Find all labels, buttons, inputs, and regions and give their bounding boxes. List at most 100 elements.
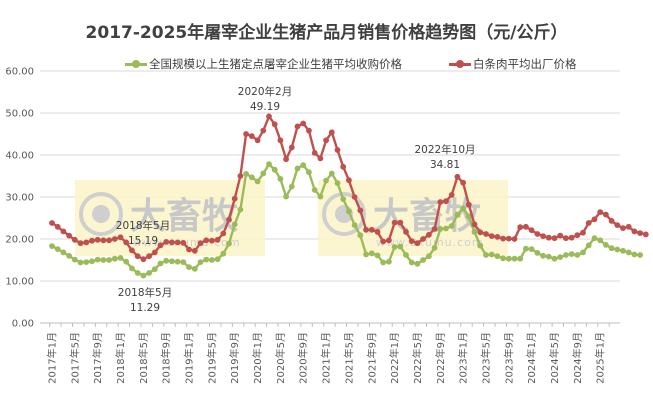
legend-item-carcass-price: 白条肉平均出厂价格 <box>449 56 577 72</box>
data-point <box>494 234 501 240</box>
x-tick-label: 2023年9月 <box>502 332 515 384</box>
data-point <box>214 236 221 243</box>
data-point <box>94 256 101 263</box>
data-point <box>169 239 175 246</box>
data-point <box>431 244 438 251</box>
annotations: 2018年5月 15.19 2018年5月 11.29 2020年2月 49.19 2022… <box>116 85 476 314</box>
data-point <box>220 250 227 257</box>
data-point <box>471 229 478 235</box>
data-point <box>540 252 546 259</box>
x-tick-label: 2017年9月 <box>91 332 104 384</box>
x-tick-label: 2022年9月 <box>434 332 447 384</box>
data-point <box>637 230 643 237</box>
data-point <box>511 255 518 262</box>
data-point <box>346 208 352 215</box>
data-point <box>288 144 295 151</box>
annotation-value: 11.29 <box>130 302 160 314</box>
x-tick-label: 2024年5月 <box>548 332 561 384</box>
data-point <box>134 253 141 260</box>
data-point <box>620 225 626 232</box>
data-point <box>477 242 484 249</box>
legend-swatch-green-icon <box>125 60 147 68</box>
data-point <box>66 252 72 259</box>
data-point <box>483 231 489 237</box>
x-tick-label: 2017年1月 <box>46 332 59 384</box>
data-point <box>203 237 210 244</box>
y-tick-label: 50.00 <box>5 109 34 120</box>
data-point <box>237 206 244 213</box>
data-annotation: 2022年10月 34.81 <box>414 143 475 171</box>
data-point <box>637 252 643 258</box>
chart-legend: 全国规模以上生猪定点屠宰企业生猪平均收购价格 白条肉平均出厂价格 <box>0 56 653 74</box>
data-point <box>60 249 67 256</box>
data-point <box>311 150 318 156</box>
data-point <box>328 129 335 136</box>
data-point <box>551 255 558 262</box>
data-point <box>174 239 181 246</box>
data-point <box>174 258 181 265</box>
y-tick-label: 60.00 <box>5 67 34 78</box>
annotation-value: 49.19 <box>250 101 280 113</box>
annotation-date: 2018年5月 <box>116 219 170 232</box>
legend-label: 全国规模以上生猪定点屠宰企业生猪平均收购价格 <box>149 57 402 71</box>
data-point <box>437 199 444 205</box>
data-point <box>140 256 147 263</box>
data-point <box>597 209 604 216</box>
y-axis: 0.00 10.00 20.00 30.00 40.00 50.00 60.00 <box>5 67 34 330</box>
data-point <box>260 170 267 177</box>
annotation-date: 2020年2月 <box>238 85 292 98</box>
x-tick-label: 2021年9月 <box>365 332 378 384</box>
data-point <box>534 231 541 237</box>
data-point <box>49 243 55 250</box>
data-point <box>414 260 421 267</box>
x-tick-label: 2021年1月 <box>320 332 333 384</box>
data-point <box>146 253 153 260</box>
data-point <box>465 213 472 220</box>
data-point <box>157 260 164 267</box>
x-tick-label: 2018年5月 <box>137 332 150 384</box>
data-point <box>397 243 404 250</box>
data-point <box>300 162 307 169</box>
data-point <box>351 194 358 200</box>
series-live-pig-price <box>49 161 643 279</box>
data-point <box>568 234 575 241</box>
data-point <box>625 249 632 256</box>
data-point <box>100 237 107 244</box>
data-point <box>346 177 352 184</box>
data-point <box>488 233 495 240</box>
data-point <box>545 253 552 260</box>
legend-swatch-red-icon <box>449 60 471 68</box>
data-point <box>620 247 626 254</box>
data-point <box>243 171 250 177</box>
data-point <box>642 231 649 238</box>
data-point <box>454 173 461 180</box>
data-point <box>300 120 307 127</box>
data-point <box>83 259 90 265</box>
data-point <box>483 252 489 258</box>
data-point <box>363 226 369 233</box>
x-tick-label: 2020年1月 <box>251 332 264 384</box>
data-point <box>277 176 284 182</box>
data-point <box>528 246 535 253</box>
data-point <box>117 255 124 261</box>
y-tick-label: 30.00 <box>5 193 34 204</box>
data-point <box>294 123 301 130</box>
data-point <box>328 170 335 177</box>
series-carcass-price <box>49 113 649 263</box>
watermark-logo-dot-icon <box>92 205 110 223</box>
data-point <box>608 245 615 252</box>
data-point <box>580 249 586 256</box>
data-point <box>625 223 632 230</box>
data-point <box>631 251 638 258</box>
data-point <box>294 165 301 172</box>
data-point <box>403 252 409 258</box>
data-point <box>66 232 72 239</box>
data-point <box>431 226 438 232</box>
data-point <box>283 193 289 200</box>
data-point <box>563 252 569 258</box>
data-point <box>460 179 466 186</box>
legend-label: 白条肉平均出厂价格 <box>473 57 577 71</box>
data-point <box>334 147 341 153</box>
x-tick-label: 2018年1月 <box>114 332 127 384</box>
data-point <box>488 251 495 258</box>
